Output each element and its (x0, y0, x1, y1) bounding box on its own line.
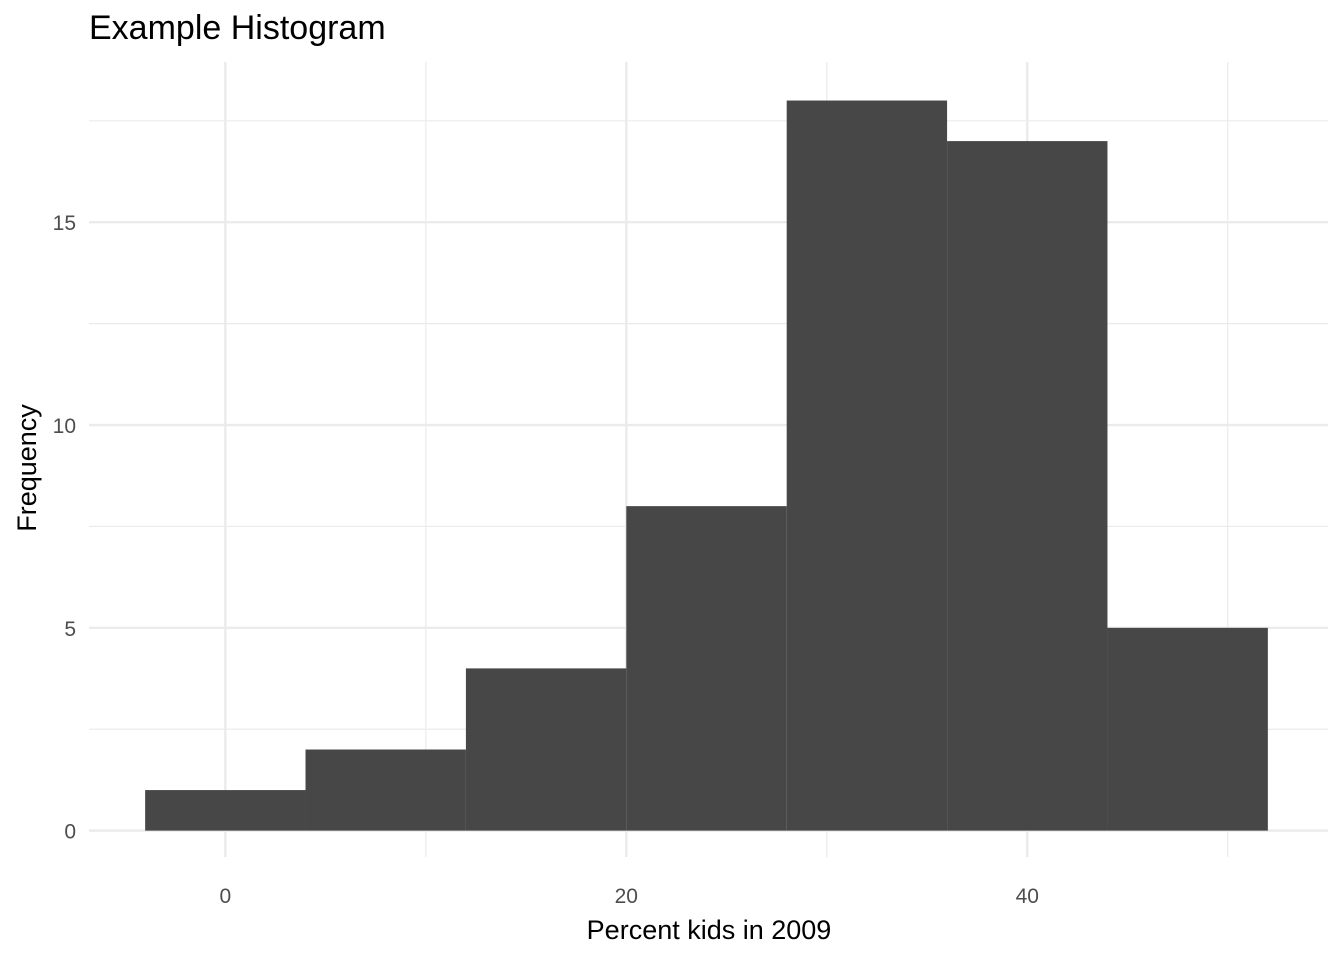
histogram-bar-5 (947, 141, 1108, 831)
y-tick-label: 15 (53, 212, 76, 235)
y-axis-title: Frequency (12, 404, 42, 532)
histogram-bars (145, 100, 1268, 831)
y-axis-tick-labels: 0 5 10 15 (53, 212, 76, 843)
y-tick-label: 10 (53, 415, 76, 438)
histogram-bar-4 (786, 100, 948, 831)
histogram-bar-3 (626, 506, 787, 831)
histogram-bar-2 (465, 668, 627, 831)
x-tick-label: 40 (1016, 885, 1039, 908)
histogram-bar-0 (145, 790, 306, 831)
chart-title: Example Histogram (89, 9, 386, 47)
x-axis-tick-labels: 0 20 40 (219, 885, 1038, 908)
histogram-bar-1 (305, 749, 466, 831)
y-tick-label: 0 (64, 821, 76, 844)
y-tick-label: 5 (64, 618, 76, 641)
x-axis-title: Percent kids in 2009 (587, 915, 832, 945)
x-tick-label: 20 (615, 885, 638, 908)
histogram-bar-6 (1107, 627, 1268, 831)
x-tick-label: 0 (219, 885, 231, 908)
